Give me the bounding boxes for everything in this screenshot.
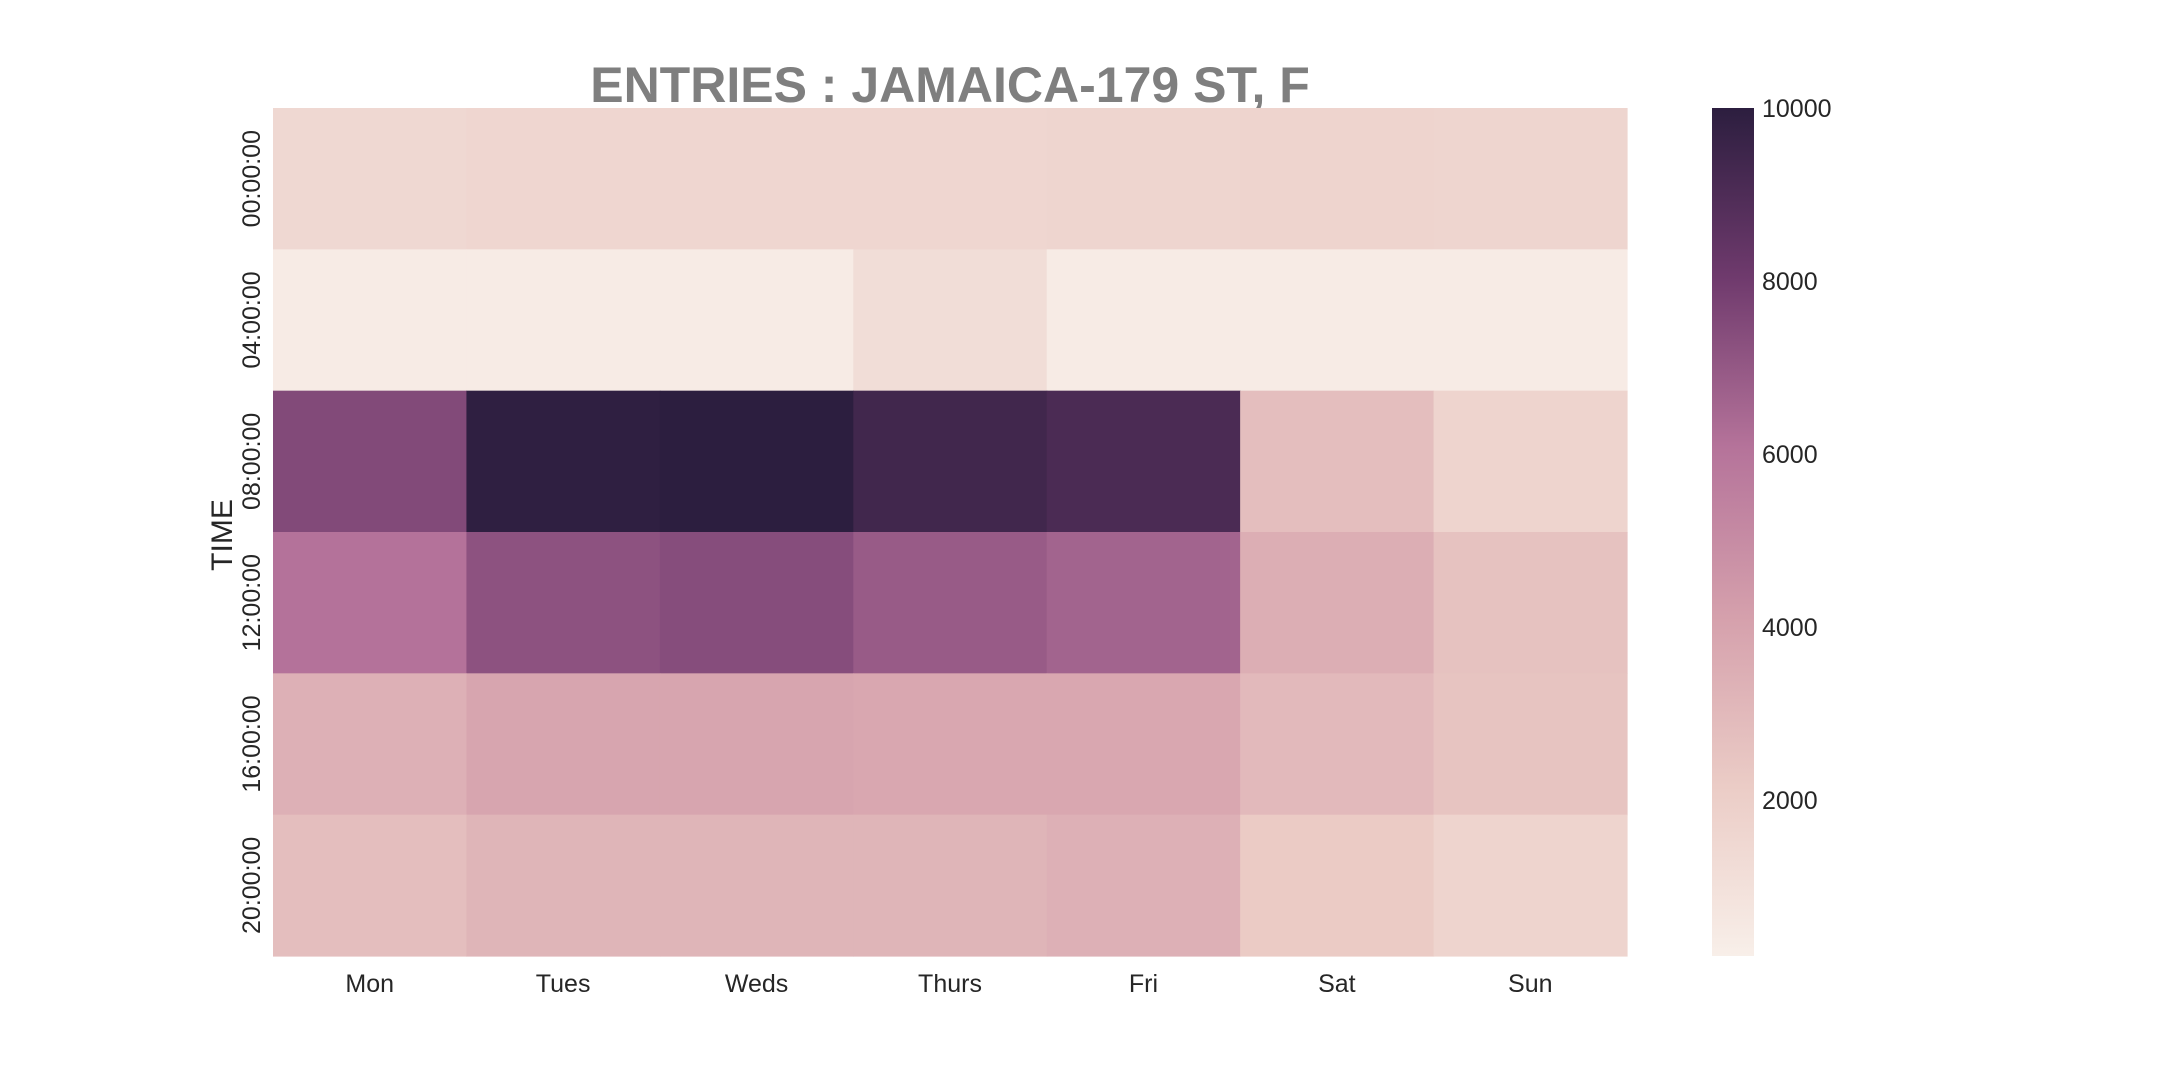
colorbar-tick-label: 4000 (1762, 614, 1818, 642)
x-tick-label: Mon (345, 970, 394, 998)
colorbar-ticks: 2000 4000 6000 8000 10000 (1762, 95, 1832, 815)
x-tick-label: Sun (1508, 970, 1552, 998)
heatmap-cell (273, 249, 468, 392)
heatmap-cell (853, 673, 1048, 816)
heatmap-cell (853, 390, 1048, 533)
x-tick-label: Fri (1129, 970, 1158, 998)
colorbar-tick-label: 10000 (1762, 95, 1832, 123)
heatmap-cell (273, 673, 468, 816)
heatmap-cell (659, 249, 854, 392)
y-tick-label: 04:00:00 (238, 271, 266, 368)
y-tick-label: 12:00:00 (238, 554, 266, 651)
heatmap-cell (1046, 532, 1241, 674)
heatmap-cell (659, 390, 854, 533)
heatmap-cell (1046, 814, 1241, 957)
heatmap-cell (273, 532, 468, 674)
colorbar: 2000 4000 6000 8000 10000 (1712, 95, 1832, 956)
heatmap-cell (1240, 390, 1435, 533)
heatmap-cell (466, 108, 661, 250)
heatmap-cell (466, 532, 661, 674)
heatmap-cell (659, 532, 854, 674)
y-tick-label: 08:00:00 (238, 413, 266, 510)
x-tick-label: Weds (725, 970, 788, 998)
y-tick-labels: 00:00:00 04:00:00 08:00:00 12:00:00 16:00:00… (238, 130, 266, 934)
heatmap-cell (1046, 673, 1241, 816)
heatmap-cell (659, 814, 854, 957)
heatmap-cell (659, 673, 854, 816)
y-tick-label: 00:00:00 (238, 130, 266, 227)
heatmap-cell (853, 108, 1048, 250)
colorbar-tick-label: 6000 (1762, 441, 1818, 469)
heatmap-cell (273, 814, 468, 957)
heatmap-cell (1046, 390, 1241, 533)
heatmap-cell (466, 814, 661, 957)
heatmap-cell (466, 249, 661, 392)
y-tick-label: 16:00:00 (238, 695, 266, 792)
heatmap-cell (1240, 108, 1435, 250)
heatmap-cell (1046, 249, 1241, 392)
heatmap-cell (273, 108, 468, 250)
heatmap-cell (853, 814, 1048, 957)
colorbar-gradient-bar (1712, 108, 1754, 956)
heatmap-cell (853, 249, 1048, 392)
heatmap-cell (1240, 532, 1435, 674)
heatmap-cell (1433, 532, 1628, 674)
heatmap-cell (1240, 249, 1435, 392)
x-tick-label: Thurs (918, 970, 982, 998)
chart-title: ENTRIES : JAMAICA-179 ST, F (590, 57, 1310, 113)
heatmap-cell (466, 673, 661, 816)
colorbar-tick-label: 8000 (1762, 268, 1818, 296)
heatmap-cell (1433, 108, 1628, 250)
heatmap-cell (1433, 673, 1628, 816)
heatmap-cell (1433, 249, 1628, 392)
heatmap-cell (273, 390, 468, 533)
heatmap-cell (1240, 673, 1435, 816)
x-tick-label: Sat (1318, 970, 1356, 998)
heatmap-cells (273, 108, 1628, 957)
heatmap-cell (1433, 390, 1628, 533)
heatmap-cell (1433, 814, 1628, 957)
x-tick-labels: Mon Tues Weds Thurs Fri Sat Sun (345, 970, 1552, 998)
heatmap-cell (1240, 814, 1435, 957)
heatmap-cell (853, 532, 1048, 674)
heatmap-cell (659, 108, 854, 250)
heatmap-cell (466, 390, 661, 533)
x-tick-label: Tues (536, 970, 591, 998)
heatmap-cell (1046, 108, 1241, 250)
y-tick-label: 20:00:00 (238, 837, 266, 934)
colorbar-tick-label: 2000 (1762, 787, 1818, 815)
y-axis-label: TIME (206, 499, 239, 571)
